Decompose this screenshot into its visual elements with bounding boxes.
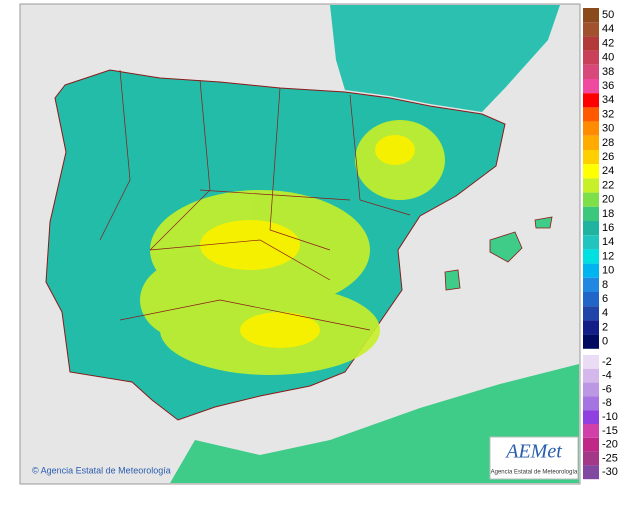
legend-label: 8 bbox=[602, 279, 608, 291]
color-legend: 5044424038363432302826242220181614121086… bbox=[583, 8, 618, 480]
legend-label: 14 bbox=[602, 236, 614, 248]
legend-swatch bbox=[583, 437, 599, 452]
legend-swatch bbox=[583, 334, 599, 349]
legend-label: 34 bbox=[602, 94, 614, 106]
legend-swatch bbox=[583, 36, 599, 51]
legend-swatch bbox=[583, 355, 599, 369]
legend-swatch bbox=[583, 451, 599, 466]
legend-swatch bbox=[583, 121, 599, 136]
legend-swatch bbox=[583, 424, 599, 438]
legend-label: 38 bbox=[602, 66, 614, 78]
legend-label: -10 bbox=[602, 411, 618, 423]
legend-swatch bbox=[583, 178, 599, 193]
legend-label: -30 bbox=[602, 466, 618, 478]
france bbox=[330, 5, 560, 112]
legend-swatch bbox=[583, 320, 599, 335]
legend-label: -6 bbox=[602, 383, 612, 395]
legend-label: 30 bbox=[602, 123, 614, 135]
legend-label: -20 bbox=[602, 439, 618, 451]
legend-label: 20 bbox=[602, 194, 614, 206]
logo-subtitle: Agencia Estatal de Meteorología bbox=[491, 470, 578, 476]
hot-areas bbox=[200, 135, 415, 348]
legend-label: 2 bbox=[602, 321, 608, 333]
legend-label: 6 bbox=[602, 293, 608, 305]
legend-label: 44 bbox=[602, 23, 614, 35]
legend-swatch bbox=[583, 382, 599, 397]
legend-label: 0 bbox=[602, 336, 608, 348]
legend-swatch bbox=[583, 263, 599, 278]
legend-label: 10 bbox=[602, 265, 614, 277]
legend-label: 32 bbox=[602, 108, 614, 120]
legend-label: 42 bbox=[602, 37, 614, 49]
legend-swatch bbox=[583, 164, 599, 179]
logo-box bbox=[489, 436, 579, 480]
province-borders bbox=[99, 69, 411, 331]
legend-label: 4 bbox=[602, 307, 608, 319]
legend-swatch bbox=[583, 22, 599, 37]
legend-label: -15 bbox=[602, 425, 618, 437]
legend-swatch bbox=[583, 306, 599, 321]
legend-swatch bbox=[583, 292, 599, 307]
legend-label: -4 bbox=[602, 370, 612, 382]
africa bbox=[170, 364, 579, 483]
legend-label: -25 bbox=[602, 452, 618, 464]
legend-label: 28 bbox=[602, 137, 614, 149]
legend-swatch bbox=[583, 107, 599, 122]
legend-label: -8 bbox=[602, 397, 612, 409]
legend-swatch bbox=[583, 368, 599, 383]
logo-name: AEMet bbox=[504, 441, 562, 463]
legend-label: 16 bbox=[602, 222, 614, 234]
legend-label: -2 bbox=[602, 356, 612, 368]
copyright: © Agencia Estatal de Meteorología bbox=[32, 465, 171, 475]
legend-swatch bbox=[583, 150, 599, 165]
legend-label: 40 bbox=[602, 52, 614, 64]
legend-label: 24 bbox=[602, 165, 614, 177]
legend-swatch bbox=[583, 93, 599, 108]
legend-swatch bbox=[583, 64, 599, 79]
legend-swatch bbox=[583, 50, 599, 65]
legend-swatch bbox=[583, 8, 599, 23]
legend-label: 22 bbox=[602, 179, 614, 191]
legend-label: 36 bbox=[602, 80, 614, 92]
legend-swatch bbox=[583, 277, 599, 292]
legend-swatch bbox=[583, 465, 599, 480]
legend-swatch bbox=[583, 192, 599, 207]
legend-swatch bbox=[583, 221, 599, 236]
legend-label: 12 bbox=[602, 250, 614, 262]
legend-swatch bbox=[583, 235, 599, 250]
legend-swatch bbox=[583, 206, 599, 221]
legend-swatch bbox=[583, 396, 599, 411]
legend-swatch bbox=[583, 79, 599, 94]
legend-label: 18 bbox=[602, 208, 614, 220]
legend-swatch bbox=[583, 410, 599, 424]
logo: AEMet Agencia Estatal de Meteorología bbox=[489, 436, 579, 480]
legend-swatch bbox=[583, 249, 599, 264]
legend-swatch bbox=[583, 135, 599, 150]
legend-label: 26 bbox=[602, 151, 614, 163]
legend-label: 50 bbox=[602, 9, 614, 21]
islands bbox=[444, 216, 553, 291]
